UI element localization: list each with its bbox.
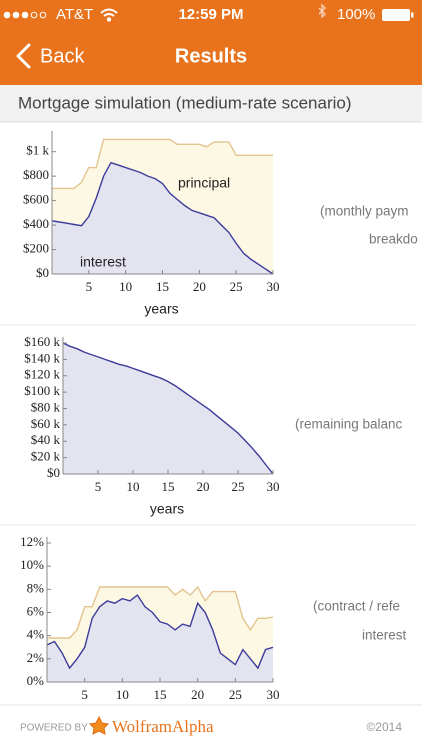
series-label: interest bbox=[80, 254, 126, 270]
time: 12:59 PM bbox=[178, 6, 243, 23]
x-axis-label: years bbox=[150, 501, 184, 517]
area-fill bbox=[47, 595, 273, 682]
x-tick-label: 15 bbox=[154, 687, 167, 702]
x-tick-label: 15 bbox=[156, 279, 169, 294]
wifi bbox=[100, 8, 118, 22]
series-line bbox=[47, 585, 274, 639]
chart-caption: interest bbox=[362, 628, 407, 643]
area-fill bbox=[63, 343, 273, 474]
x-tick-label: 5 bbox=[95, 479, 102, 494]
y-tick-label: $0 bbox=[36, 265, 49, 280]
wolfram-logo bbox=[88, 715, 110, 735]
x-tick-label: 25 bbox=[232, 479, 245, 494]
y-tick-label: $120 k bbox=[24, 367, 60, 382]
y-tick-label: $400 bbox=[23, 216, 49, 231]
y-tick-label: $20 k bbox=[31, 449, 61, 464]
back-arrow[interactable] bbox=[16, 43, 31, 69]
x-tick-label: 10 bbox=[119, 279, 132, 294]
y-tick-label: 6% bbox=[27, 603, 45, 618]
x-tick-label: 10 bbox=[116, 687, 129, 702]
series-label: principal bbox=[178, 175, 230, 191]
x-tick-label: 25 bbox=[229, 687, 242, 702]
y-tick-label: 10% bbox=[20, 557, 44, 572]
y-tick-label: $800 bbox=[23, 167, 49, 182]
x-tick-label: 25 bbox=[230, 279, 243, 294]
x-tick-label: 15 bbox=[162, 479, 175, 494]
y-tick-label: $1 k bbox=[26, 143, 49, 158]
y-tick-label: $100 k bbox=[24, 383, 60, 398]
x-tick-label: 20 bbox=[191, 687, 204, 702]
y-tick-label: $80 k bbox=[31, 399, 61, 414]
area-fill bbox=[52, 139, 273, 274]
y-tick-label: 2% bbox=[27, 650, 45, 665]
y-tick-label: $200 bbox=[23, 241, 49, 256]
powered-by: POWERED BY bbox=[20, 723, 88, 734]
battery bbox=[382, 9, 410, 21]
area-fill bbox=[52, 162, 273, 274]
header-band bbox=[0, 85, 422, 122]
y-tick-label: $600 bbox=[23, 192, 49, 207]
y-tick-label: $160 k bbox=[24, 334, 60, 349]
y-tick-label: $0 bbox=[47, 465, 60, 480]
carrier: AT&T bbox=[56, 6, 93, 23]
chart-caption: (remaining balanc bbox=[295, 417, 403, 432]
chart-caption: breakdo bbox=[369, 232, 418, 247]
brand: WolframAlpha bbox=[112, 717, 214, 736]
series-line bbox=[51, 161, 274, 275]
back-label[interactable]: Back bbox=[40, 45, 85, 67]
y-tick-label: 0% bbox=[27, 673, 45, 688]
top-bar bbox=[0, 0, 422, 85]
chart-caption: (monthly paym bbox=[320, 204, 409, 219]
y-tick-label: $140 k bbox=[24, 350, 60, 365]
bluetooth bbox=[318, 3, 326, 19]
back-button[interactable]: Back bbox=[16, 43, 85, 69]
chart-caption: (contract / refe bbox=[313, 599, 400, 614]
battery-tip bbox=[411, 12, 414, 18]
y-tick-label: 4% bbox=[27, 627, 45, 642]
series-line bbox=[62, 342, 274, 475]
x-tick-label: 30 bbox=[267, 279, 280, 294]
x-tick-label: 5 bbox=[86, 279, 93, 294]
x-tick-label: 20 bbox=[193, 279, 206, 294]
nav-title: Results bbox=[175, 45, 247, 67]
series-line bbox=[46, 594, 274, 670]
series-line bbox=[52, 138, 273, 190]
copyright: ©2014 bbox=[366, 720, 402, 734]
y-tick-label: $40 k bbox=[31, 432, 61, 447]
battery-level: 100% bbox=[337, 6, 375, 23]
header-title: Mortgage simulation (medium-rate scenari… bbox=[18, 93, 352, 112]
x-tick-label: 30 bbox=[267, 687, 280, 702]
y-tick-label: 8% bbox=[27, 580, 45, 595]
signal bbox=[3, 11, 47, 19]
y-tick-label: $60 k bbox=[31, 416, 61, 431]
x-tick-label: 20 bbox=[197, 479, 210, 494]
y-tick-label: 12% bbox=[20, 534, 44, 549]
x-tick-label: 10 bbox=[127, 479, 140, 494]
x-tick-label: 30 bbox=[267, 479, 280, 494]
x-axis-label: years bbox=[144, 301, 178, 317]
x-tick-label: 5 bbox=[81, 687, 88, 702]
